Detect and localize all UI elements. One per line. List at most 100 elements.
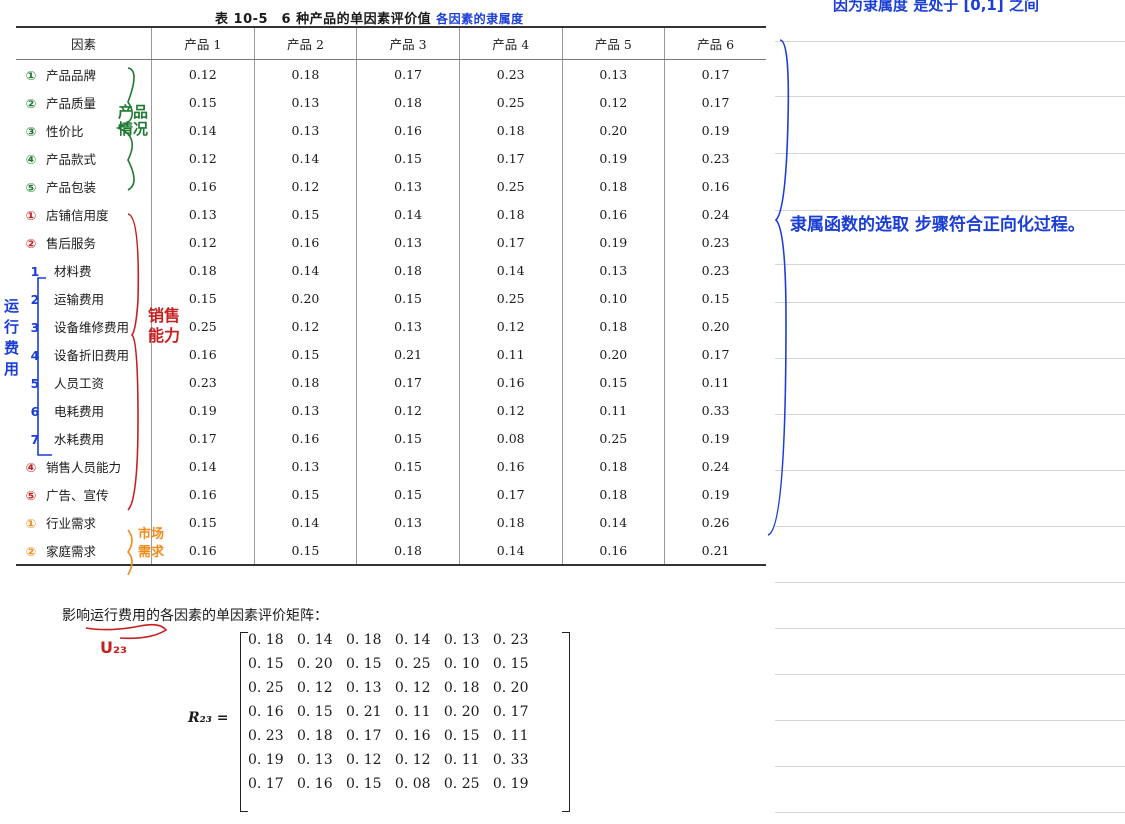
handwritten-number: 3	[30, 319, 40, 335]
handwritten-number: ①	[25, 67, 37, 83]
table-row: ③ 性价比 0.14 0.13 0.16 0.18 0.20 0.19	[16, 116, 766, 144]
value-cell: 0.15	[151, 284, 255, 312]
blue-bracket-left	[37, 277, 52, 456]
value-cell: 0.13	[254, 116, 358, 144]
table-row: 6 电耗费用 0.19 0.13 0.12 0.12 0.11 0.33	[16, 396, 766, 424]
value-cell: 0.17	[356, 368, 460, 396]
value-cell: 0.12	[562, 88, 666, 116]
value-cell: 0.18	[562, 172, 666, 200]
value-cell: 0.15	[151, 508, 255, 536]
value-cell: 0.18	[356, 536, 460, 566]
value-cell: 0.18	[459, 508, 563, 536]
value-cell: 0.15	[254, 200, 358, 228]
factor-name: 产品质量	[46, 95, 97, 111]
table-row: ② 家庭需求 0.16 0.15 0.18 0.14 0.16 0.21	[16, 536, 766, 566]
factor-name: 设备折旧费用	[54, 347, 130, 363]
value-cell: 0.16	[151, 172, 255, 200]
value-cell: 0.13	[356, 228, 460, 256]
factor-name: 家庭需求	[46, 543, 97, 559]
value-cell: 0.14	[151, 116, 255, 144]
value-cell: 0.13	[356, 312, 460, 340]
factor-name: 售后服务	[46, 235, 97, 251]
table-caption: 表 10-5 6 种产品的单因素评价值 各因素的隶属度	[215, 12, 524, 27]
table-row: 2 运输费用 0.15 0.20 0.15 0.25 0.10 0.15	[16, 284, 766, 312]
value-cell: 0.12	[254, 312, 358, 340]
table-row: ④ 产品款式 0.12 0.14 0.15 0.17 0.19 0.23	[16, 144, 766, 172]
value-cell: 0.14	[254, 256, 358, 284]
value-cell: 0.24	[701, 458, 730, 474]
value-cell: 0.15	[356, 480, 460, 508]
value-cell: 0.19	[701, 122, 730, 138]
value-cell: 0.18	[356, 88, 460, 116]
matrix-bracket-right	[562, 632, 570, 812]
handwritten-number: ①	[25, 515, 37, 531]
value-cell: 0.15	[254, 340, 358, 368]
factor-name: 销售人员能力	[46, 459, 122, 475]
value-cell: 0.17	[701, 66, 730, 82]
value-cell: 0.14	[356, 200, 460, 228]
matrix-note: 影响运行费用的各因素的单因素评价矩阵：	[62, 608, 328, 624]
handwritten-number: ⑤	[25, 487, 37, 503]
value-cell: 0.13	[356, 508, 460, 536]
matrix-row: 0. 15 0. 20 0. 15 0. 25 0. 10 0. 15	[248, 656, 529, 672]
right-blue-brace	[767, 39, 790, 536]
matrix-row: 0. 16 0. 15 0. 21 0. 11 0. 20 0. 17	[248, 704, 529, 720]
value-cell: 0.15	[356, 144, 460, 172]
table-row: ⑤ 广告、宣传 0.16 0.15 0.15 0.17 0.18 0.19	[16, 480, 766, 508]
value-cell: 0.12	[459, 312, 563, 340]
value-cell: 0.13	[151, 200, 255, 228]
value-cell: 0.17	[151, 424, 255, 452]
value-cell: 0.33	[701, 402, 730, 418]
value-cell: 0.10	[562, 284, 666, 312]
value-cell: 0.19	[151, 396, 255, 424]
factor-cell: ① 产品品牌	[16, 59, 152, 88]
value-cell: 0.14	[151, 452, 255, 480]
table-row: ① 行业需求 0.15 0.14 0.13 0.18 0.14 0.26	[16, 508, 766, 536]
factor-name: 性价比	[46, 123, 84, 139]
factor-cell: ④ 销售人员能力	[16, 452, 152, 480]
factor-name: 人员工资	[54, 375, 105, 391]
label-product-situation: 产品情况	[118, 103, 149, 138]
value-cell: 0.12	[459, 396, 563, 424]
value-cell: 0.19	[701, 430, 730, 446]
table-row: ① 产品品牌 0.12 0.18 0.17 0.23 0.13 0.17	[16, 59, 766, 88]
label-running-costs: 运行费用	[4, 297, 20, 378]
value-cell: 0.25	[151, 312, 255, 340]
table-row: 1 材料费 0.18 0.14 0.18 0.14 0.13 0.23	[16, 256, 766, 284]
value-cell: 0.23	[701, 150, 730, 166]
factor-name: 材料费	[54, 263, 92, 279]
value-cell: 0.23	[151, 368, 255, 396]
value-cell: 0.18	[356, 256, 460, 284]
handwritten-number: ④	[25, 459, 37, 475]
handwritten-number: ②	[25, 235, 37, 251]
red-brace	[127, 213, 140, 511]
handwritten-number: 6	[30, 403, 40, 419]
value-cell: 0.18	[151, 256, 255, 284]
value-cell: 0.16	[254, 424, 358, 452]
value-cell: 0.23	[701, 234, 730, 250]
table-row: ④ 销售人员能力 0.14 0.13 0.15 0.16 0.18 0.24	[16, 452, 766, 480]
value-cell: 0.14	[459, 256, 563, 284]
red-underline	[85, 623, 168, 640]
value-cell: 0.12	[151, 144, 255, 172]
value-cell: 0.17	[356, 59, 460, 88]
label-sales-ability: 销售能力	[148, 306, 181, 345]
value-cell: 0.19	[562, 228, 666, 256]
value-cell: 0.14	[254, 508, 358, 536]
value-cell: 0.18	[562, 480, 666, 508]
value-cell: 0.14	[254, 144, 358, 172]
value-cell: 0.20	[254, 284, 358, 312]
matrix-row: 0. 19 0. 13 0. 12 0. 12 0. 11 0. 33	[248, 752, 529, 768]
header-product-5: 产品 5	[562, 26, 666, 60]
factor-cell: 1 材料费	[16, 256, 152, 284]
value-cell: 0.13	[254, 396, 358, 424]
value-cell: 0.11	[459, 340, 563, 368]
value-cell: 0.18	[562, 452, 666, 480]
handwritten-number: ②	[25, 95, 37, 111]
table-row: ② 产品质量 0.15 0.13 0.18 0.25 0.12 0.17	[16, 88, 766, 116]
value-cell: 0.13	[562, 59, 666, 88]
handwritten-number: ⑤	[25, 179, 37, 195]
value-cell: 0.26	[701, 514, 730, 530]
value-cell: 0.17	[701, 94, 730, 110]
factor-name: 店铺信用度	[46, 207, 109, 223]
